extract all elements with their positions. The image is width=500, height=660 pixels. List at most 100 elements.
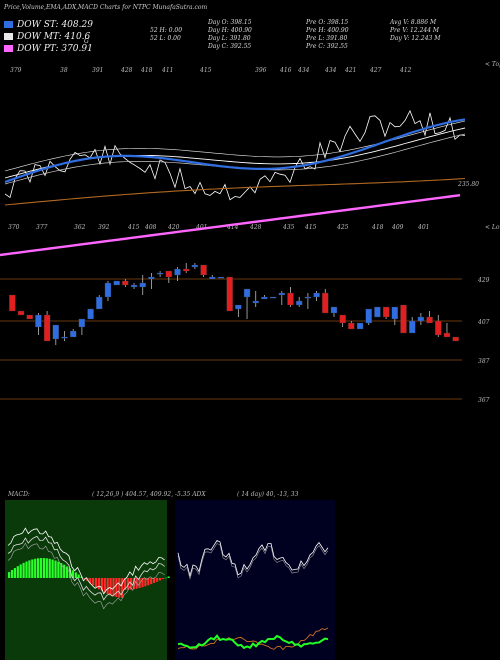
macd-histogram-bar-49	[150, 578, 153, 585]
macd-histogram-bar-34	[106, 578, 109, 595]
candle-body-19	[174, 268, 181, 276]
macd-histogram-bar-20	[66, 566, 69, 578]
candle-body-17	[156, 272, 164, 275]
macd-histogram-bar-29	[92, 578, 95, 586]
ema-low-tick-15: 401	[417, 224, 429, 231]
macd-histogram-bar-25	[80, 576, 83, 578]
macd-histogram-bar-12	[42, 558, 45, 578]
chart-title: Price,Volume,EMA,ADX,MACD Charts for NTP…	[4, 4, 208, 11]
ema-pt-line	[0, 194, 461, 257]
macd-histogram-bar-33	[103, 578, 106, 593]
macd-histogram-bar-18	[60, 563, 63, 578]
macd-histogram-bar-8	[31, 559, 34, 578]
macd-histogram-bar-23	[74, 572, 77, 578]
ema-top-tick-11: 421	[344, 67, 356, 74]
candle-body-2	[26, 314, 33, 320]
ema-top-tick-9: 434	[297, 67, 310, 74]
candle-body-50	[443, 332, 451, 338]
candle-body-1	[17, 310, 25, 316]
adx-line	[177, 539, 329, 578]
adx-line-shadow	[177, 543, 329, 580]
ema-low-tick-12: 425	[336, 224, 349, 231]
macd-histogram-bar-40	[124, 578, 127, 590]
macd-histogram-bar-54	[164, 577, 167, 579]
macd-histogram-bar-19	[63, 564, 66, 578]
candle-body-15	[139, 282, 146, 288]
ema-low-tick-13: 418	[371, 224, 384, 231]
ema-long-line	[4, 177, 466, 206]
stat-pre-low: Pre L: 391.80	[306, 35, 348, 42]
candle-body-42	[374, 306, 381, 318]
macd-histogram-bar-52	[158, 578, 161, 581]
misc-mark: G	[84, 38, 89, 45]
stat-day-low: Day L: 391.80	[208, 35, 251, 42]
ema-low-tick-9: 428	[249, 224, 262, 231]
macd-histogram-bar-50	[153, 578, 156, 583]
stat-avg-volume: Avg V: 8.886 M	[390, 19, 437, 26]
macd-histogram-bar-3	[16, 566, 19, 578]
macd-histogram-bar-26	[83, 578, 86, 579]
stat-pre-open: Pre O: 398.15	[306, 19, 349, 26]
macd-histogram-bar-48	[147, 578, 150, 586]
macd-histogram-bar-31	[97, 578, 101, 590]
ema-panel: < Tops < Lows 235.80 379 38 391 428 418 411 415 39…	[0, 61, 500, 257]
legend-swatch-mt	[4, 33, 13, 40]
macd-histogram-bar-13	[45, 558, 48, 578]
macd-histogram-bar-5	[22, 562, 25, 578]
legend-label-mt: DOW MT: 410.6	[17, 31, 91, 42]
macd-histogram-bar-39	[121, 578, 124, 598]
candle-body-18	[165, 270, 172, 278]
macd-histogram-bar-51	[155, 578, 159, 582]
stat-pre-close: Pre C: 392.55	[306, 43, 348, 50]
ema-low-tick-8: 414	[226, 224, 239, 231]
ema-low-tick-6: 420	[167, 224, 180, 231]
legend-label-st: DOW ST: 408.29	[17, 19, 93, 30]
candle-body-48	[426, 316, 433, 324]
legend-dow-st: DOW ST: 408.29	[4, 19, 93, 30]
candle-body-8	[78, 318, 86, 328]
candle-body-6	[61, 336, 68, 339]
ema-top-tick-6: 415	[199, 67, 212, 74]
ema-top-tick-7: 396	[255, 67, 267, 74]
candle-body-43	[382, 306, 390, 318]
macd-histogram-bar-28	[89, 578, 92, 584]
macd-histogram-bar-37	[115, 578, 118, 598]
macd-histogram-bar-46	[141, 578, 144, 588]
ema-top-tick-0: 379	[10, 67, 22, 74]
stat-pre-volume: Pre V: 12.244 M	[390, 27, 440, 34]
candle-body-12	[113, 280, 120, 286]
ema-price-line	[4, 109, 466, 201]
candle-body-7	[70, 330, 77, 338]
macd-histogram-bar-43	[132, 578, 135, 590]
macd-values: ( 12,26,9 ) 404.57, 409.92, -5.35 ADX	[92, 491, 206, 498]
macd-histogram-bar-17	[57, 561, 60, 578]
candle-body-29	[261, 296, 268, 300]
candle-body-23	[209, 276, 216, 280]
candle-body-9	[87, 308, 94, 320]
ema-low-tick-0: 370	[8, 224, 20, 231]
candle-body-41	[365, 308, 372, 324]
macd-histogram-bar-21	[68, 568, 72, 578]
candle-body-4	[43, 314, 51, 342]
candle-body-45	[400, 304, 407, 334]
adx-values: ( 14 day) 40, -13, 33	[237, 491, 299, 498]
candle-body-38	[339, 314, 346, 324]
ema-top-tick-5: 411	[161, 67, 173, 74]
candle-body-40	[356, 322, 364, 330]
macd-histogram-bar-9	[34, 558, 37, 578]
candle-body-47	[417, 316, 425, 322]
candle-body-13	[122, 280, 129, 286]
stat-pre-high: Pre H: 400.90	[306, 27, 349, 34]
price-level-label-407: 407	[477, 319, 490, 326]
candle-body-21	[191, 264, 199, 268]
macd-histogram-bar-38	[118, 578, 121, 598]
ema-top-tick-12: 427	[369, 67, 382, 74]
adx-background	[175, 500, 335, 660]
adx-plus-di-line	[177, 634, 329, 650]
macd-signal-line	[7, 535, 165, 601]
macd-histogram-bar-32	[100, 578, 103, 592]
candle-body-3	[35, 314, 42, 328]
ema-top-tick-3: 428	[120, 67, 133, 74]
candle-body-16	[148, 276, 155, 280]
candle-body-28	[252, 300, 259, 304]
